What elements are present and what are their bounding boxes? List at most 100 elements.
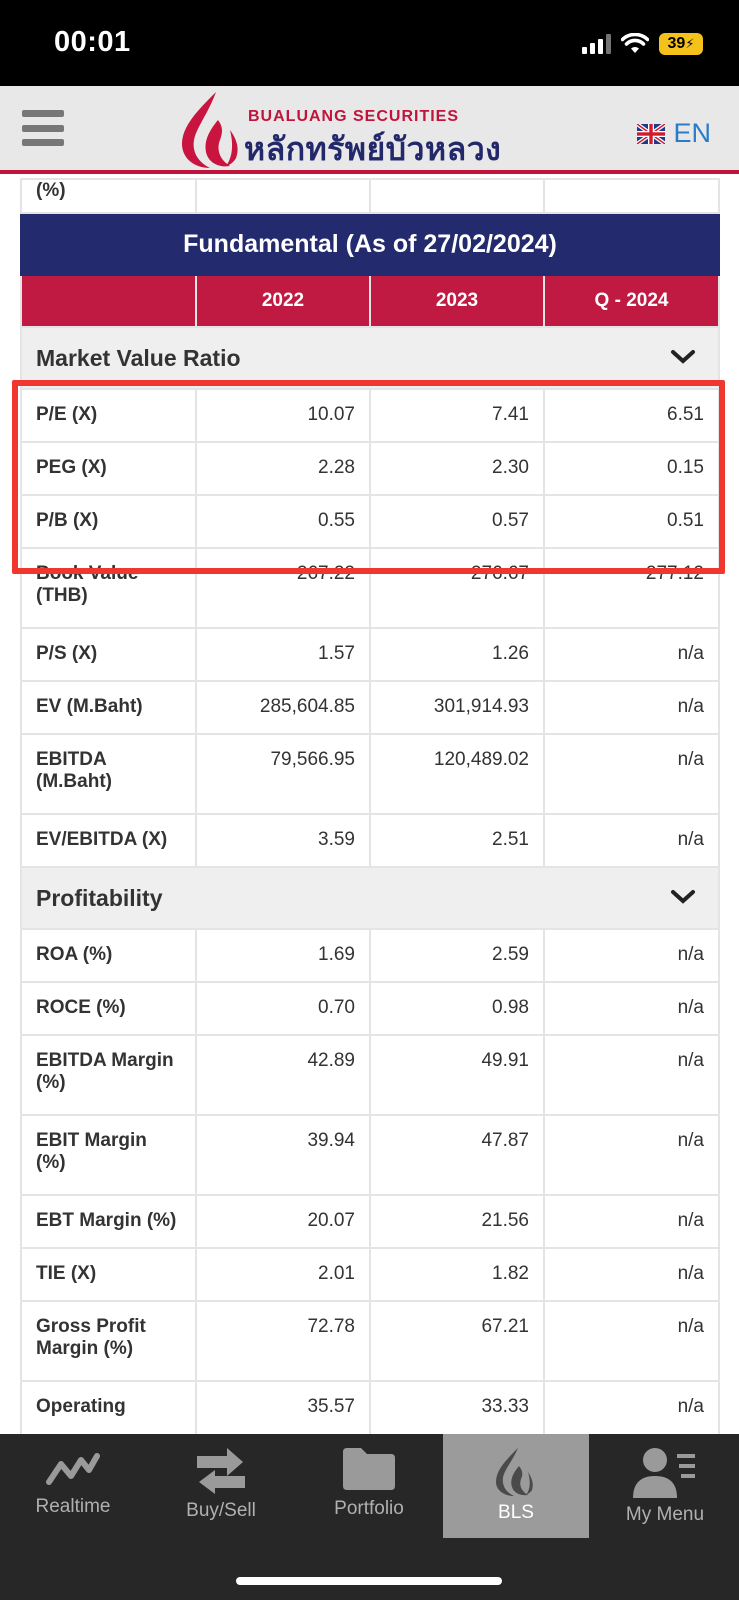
year-header-row: 2022 2023 Q - 2024 <box>20 275 720 328</box>
language-switch[interactable]: EN <box>637 118 711 149</box>
row-label: P/E (X) <box>20 388 197 443</box>
nav-buy-sell[interactable]: Buy/Sell <box>148 1434 294 1538</box>
cell-value: 1.69 <box>195 928 371 983</box>
battery-level: 39 <box>667 35 686 52</box>
nav-portfolio[interactable]: Portfolio <box>296 1434 442 1538</box>
table-row: Gross Profit Margin (%) 72.78 67.21 n/a <box>20 1300 720 1382</box>
table-row: EBITDA (M.Baht) 79,566.95 120,489.02 n/a <box>20 733 720 815</box>
cell-value: 20.07 <box>195 1194 371 1249</box>
cell-value: n/a <box>543 1380 720 1434</box>
row-label: P/S (X) <box>20 627 197 682</box>
row-label: Book Value (THB) <box>20 547 197 629</box>
cell-value: 49.91 <box>369 1034 545 1116</box>
chevron-down-icon[interactable] <box>670 888 696 906</box>
wifi-icon <box>621 33 649 53</box>
row-label: (%) <box>20 178 197 214</box>
hamburger-menu-icon[interactable] <box>22 110 64 146</box>
table-title: Fundamental (As of 27/02/2024) <box>20 212 720 276</box>
cell-value: 2.01 <box>195 1247 371 1302</box>
cell-value: 285,604.85 <box>195 680 371 735</box>
nav-my-menu[interactable]: My Menu <box>592 1434 738 1538</box>
cell-value: 301,914.93 <box>369 680 545 735</box>
cell-value: 1.82 <box>369 1247 545 1302</box>
cell-value: 42.89 <box>195 1034 371 1116</box>
fundamental-content[interactable]: (%) Fundamental (As of 27/02/2024) 2022 … <box>0 178 739 1434</box>
cell-value: 3.59 <box>195 813 371 868</box>
cell-value: n/a <box>543 1114 720 1196</box>
cell-value: 0.98 <box>369 981 545 1036</box>
nav-label: My Menu <box>625 1504 705 1525</box>
table-row: EV/EBITDA (X) 3.59 2.51 n/a <box>20 813 720 868</box>
cell-value: 2.59 <box>369 928 545 983</box>
cell-value: n/a <box>543 733 720 815</box>
chevron-down-icon[interactable] <box>670 348 696 366</box>
cell-value: 2.28 <box>195 441 371 496</box>
nav-label: Realtime <box>35 1496 111 1517</box>
cell-value: n/a <box>543 1247 720 1302</box>
status-icons: 39 ⚡ <box>582 32 703 56</box>
year-header: 2023 <box>369 275 545 328</box>
nav-label: Portfolio <box>334 1498 404 1519</box>
cell-value: n/a <box>543 680 720 735</box>
row-label: TIE (X) <box>20 1247 197 1302</box>
cell-value: 33.33 <box>369 1380 545 1434</box>
table-row: TIE (X) 2.01 1.82 n/a <box>20 1247 720 1302</box>
status-time: 00:01 <box>54 26 131 58</box>
cell-value: 47.87 <box>369 1114 545 1196</box>
table-row: P/E (X) 10.07 7.41 6.51 <box>20 388 720 443</box>
cell-value: 67.21 <box>369 1300 545 1382</box>
cell-value: 0.55 <box>195 494 371 549</box>
row-label: Operating <box>20 1380 197 1434</box>
lotus-logo-icon <box>496 1448 533 1496</box>
table-row: (%) <box>20 178 720 214</box>
cell-value: n/a <box>543 928 720 983</box>
table-row: P/B (X) 0.55 0.57 0.51 <box>20 494 720 549</box>
nav-label: Buy/Sell <box>186 1500 256 1521</box>
bualuang-logo[interactable]: BUALUANG SECURITIES หลักทรัพย์บัวหลวง <box>178 88 568 172</box>
table-row: Book Value (THB) 267.22 276.67 277.12 <box>20 547 720 629</box>
cell-value: 21.56 <box>369 1194 545 1249</box>
cell-value: 0.51 <box>543 494 720 549</box>
cell-value: n/a <box>543 627 720 682</box>
bottom-nav: Realtime Buy/Sell Portfolio BLS <box>0 1434 739 1600</box>
battery-icon: 39 ⚡ <box>659 33 703 55</box>
section-profitability[interactable]: Profitability <box>20 866 720 930</box>
nav-bls[interactable]: BLS <box>443 1434 589 1538</box>
row-label: EV (M.Baht) <box>20 680 197 735</box>
cell-value: 2.51 <box>369 813 545 868</box>
cell-value: n/a <box>543 813 720 868</box>
uk-flag-icon <box>637 123 666 144</box>
home-indicator <box>236 1577 502 1585</box>
row-label: EBIT Margin (%) <box>20 1114 197 1196</box>
table-row: EV (M.Baht) 285,604.85 301,914.93 n/a <box>20 680 720 735</box>
swap-arrows-icon <box>197 1448 245 1494</box>
cell-value: 79,566.95 <box>195 733 371 815</box>
cell-value: 10.07 <box>195 388 371 443</box>
row-label: ROCE (%) <box>20 981 197 1036</box>
table-row: EBT Margin (%) 20.07 21.56 n/a <box>20 1194 720 1249</box>
row-label: ROA (%) <box>20 928 197 983</box>
cell-value: 72.78 <box>195 1300 371 1382</box>
cell-value: 277.12 <box>543 547 720 629</box>
cell-value: n/a <box>543 981 720 1036</box>
app-header: BUALUANG SECURITIES หลักทรัพย์บัวหลวง EN <box>0 86 739 174</box>
cell-value: 267.22 <box>195 547 371 629</box>
section-market-value-ratio[interactable]: Market Value Ratio <box>20 326 720 390</box>
cell-value: 1.57 <box>195 627 371 682</box>
cell-value: n/a <box>543 1300 720 1382</box>
logo-text-en: BUALUANG SECURITIES <box>248 108 460 125</box>
table-row: EBIT Margin (%) 39.94 47.87 n/a <box>20 1114 720 1196</box>
year-header: 2022 <box>195 275 371 328</box>
section-title: Profitability <box>36 884 163 911</box>
user-menu-icon <box>633 1448 695 1498</box>
table-row: ROA (%) 1.69 2.59 n/a <box>20 928 720 983</box>
status-bar: 00:01 39 ⚡ <box>0 0 739 86</box>
table-row: ROCE (%) 0.70 0.98 n/a <box>20 981 720 1036</box>
row-label: EBITDA (M.Baht) <box>20 733 197 815</box>
nav-realtime[interactable]: Realtime <box>0 1434 146 1538</box>
chart-line-icon <box>46 1453 100 1485</box>
table-row: EBITDA Margin (%) 42.89 49.91 n/a <box>20 1034 720 1116</box>
table-row: PEG (X) 2.28 2.30 0.15 <box>20 441 720 496</box>
cell-value: n/a <box>543 1194 720 1249</box>
